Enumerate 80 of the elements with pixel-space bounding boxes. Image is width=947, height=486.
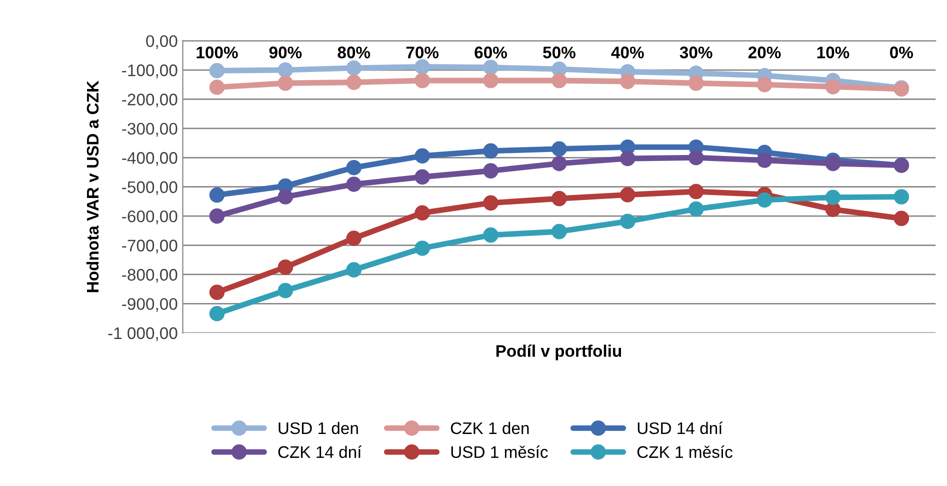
point (894, 189, 910, 204)
y-tick-label: -1 000,00 (108, 327, 178, 342)
legend-label: CZK 14 dní (278, 446, 362, 458)
point (688, 76, 704, 91)
y-tick-label: -900,00 (122, 298, 178, 312)
point (414, 148, 430, 164)
point (278, 62, 294, 78)
point (278, 282, 294, 298)
point (552, 156, 567, 172)
x-tick-label: 100% (196, 46, 238, 58)
point (346, 262, 362, 278)
x-tick-label: 20% (748, 46, 781, 58)
point (414, 59, 430, 74)
point (209, 306, 225, 322)
point (756, 192, 772, 208)
x-tick-label: 60% (474, 46, 507, 58)
point (209, 80, 225, 95)
point (825, 79, 841, 94)
point (688, 150, 704, 166)
legend-label: USD 14 dní (638, 422, 723, 434)
point (278, 189, 294, 204)
point (688, 184, 704, 200)
x-tick-label: 10% (817, 46, 850, 58)
point (483, 227, 498, 243)
point (552, 224, 567, 240)
point (414, 169, 430, 185)
y-axis-title: Hodnota VAR v USD a CZK (86, 80, 99, 292)
y-tick-label: -800,00 (122, 268, 178, 283)
point (346, 60, 362, 76)
point (688, 201, 704, 217)
point (414, 240, 430, 256)
point (209, 208, 225, 224)
x-tick-label: 30% (680, 46, 712, 58)
point (620, 150, 636, 166)
legend-label: CZK 1 den (450, 422, 529, 434)
point (620, 214, 636, 229)
y-tick-label: -300,00 (122, 122, 178, 137)
point (756, 152, 772, 168)
point (414, 72, 430, 88)
point (209, 62, 225, 78)
legend-label: USD 1 měsíc (451, 446, 548, 458)
point (278, 260, 294, 275)
y-tick-label: -200,00 (122, 94, 178, 108)
y-tick-label: -700,00 (122, 240, 178, 254)
y-tick-label: -600,00 (122, 210, 178, 224)
point (483, 195, 498, 211)
point (414, 205, 430, 220)
point (346, 176, 362, 192)
y-tick-label: -500,00 (122, 181, 178, 196)
y-tick-label: 0,00 (146, 35, 178, 49)
point (346, 230, 362, 246)
point (346, 160, 362, 176)
point (483, 72, 498, 88)
point (756, 76, 772, 92)
point (552, 141, 567, 157)
point (894, 210, 910, 226)
point (552, 190, 567, 206)
point (620, 74, 636, 90)
x-tick-label: 90% (269, 46, 302, 58)
point (483, 60, 498, 76)
legend-label: USD 1 den (278, 422, 358, 434)
x-tick-label: 40% (611, 46, 644, 58)
point (620, 187, 636, 202)
point (825, 190, 841, 206)
point (209, 284, 225, 300)
x-tick-label: 0% (890, 46, 914, 58)
point (483, 143, 498, 159)
point (209, 187, 225, 203)
y-tick-label: -100,00 (122, 64, 178, 78)
legend-label: CZK 1 měsíc (637, 446, 732, 458)
x-tick-label: 50% (543, 46, 576, 58)
x-axis-title: Podíl v portfoliu (496, 344, 622, 360)
x-tick-label: 70% (406, 46, 439, 58)
x-tick-label: 80% (338, 46, 370, 58)
point (483, 163, 498, 178)
point (346, 74, 362, 90)
y-tick-label: -400,00 (122, 152, 178, 166)
point (552, 72, 567, 88)
point (278, 76, 294, 91)
point (825, 156, 841, 172)
